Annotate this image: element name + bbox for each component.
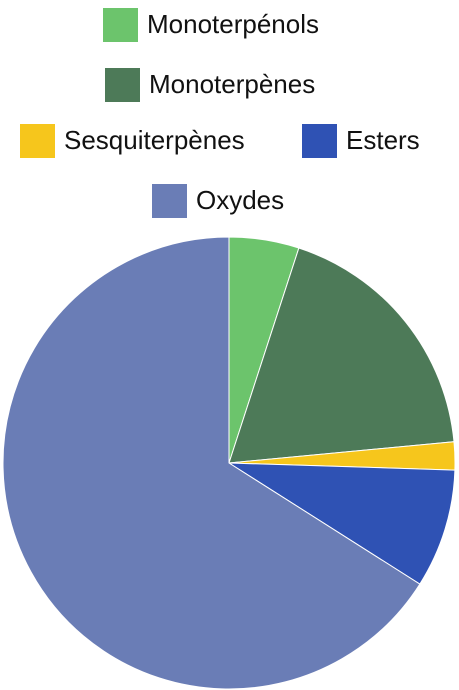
legend-swatch [152, 184, 187, 218]
pie-slice [228, 247, 455, 464]
legend: Monoterpénols Monoterpènes Sesquiterpènes E… [20, 8, 420, 218]
legend-swatch [105, 68, 140, 102]
legend-label: Esters [346, 125, 420, 155]
pie-slice [2, 236, 421, 690]
legend-swatch [103, 8, 138, 42]
legend-swatch [302, 124, 337, 158]
legend-label: Monoterpénols [147, 9, 319, 39]
legend-label: Oxydes [196, 185, 284, 215]
pie-slice [227, 462, 456, 585]
pie [2, 236, 456, 690]
legend-label: Monoterpènes [149, 69, 315, 99]
legend-label: Sesquiterpènes [64, 125, 245, 155]
legend-swatch [20, 124, 55, 158]
